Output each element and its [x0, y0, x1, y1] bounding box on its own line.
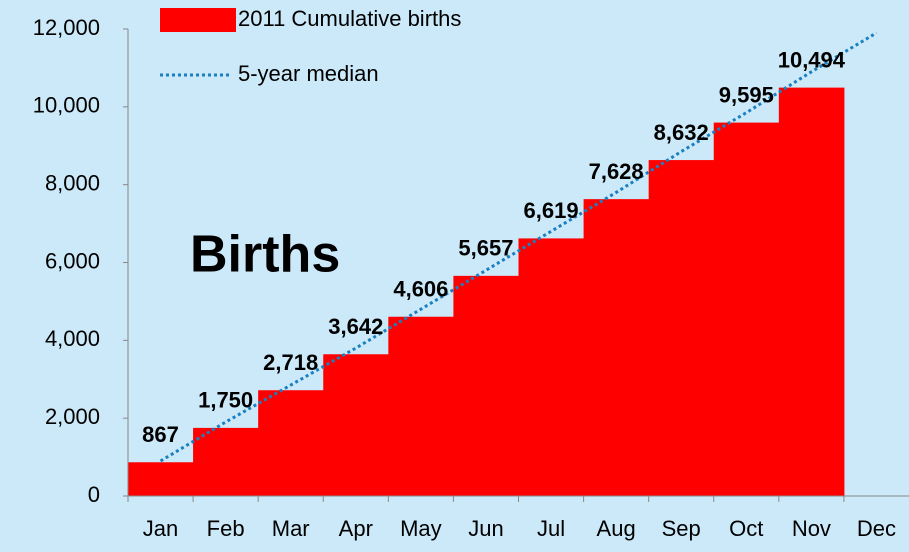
legend-swatch — [160, 8, 236, 32]
x-tick-label: Feb — [207, 516, 245, 541]
x-tick-label: Dec — [857, 516, 896, 541]
median-line — [159, 31, 878, 463]
x-tick-label: May — [400, 516, 442, 541]
bar — [453, 275, 519, 496]
y-tick-label: 2,000 — [45, 404, 100, 429]
bar — [323, 354, 389, 496]
y-tick-label: 8,000 — [45, 170, 100, 195]
x-tick-label: Aug — [597, 516, 636, 541]
value-label: 6,619 — [524, 198, 579, 223]
y-tick-label: 4,000 — [45, 326, 100, 351]
y-tick-label: 12,000 — [33, 15, 100, 40]
x-tick-label: Jul — [537, 516, 565, 541]
value-label: 8,632 — [654, 120, 709, 145]
legend-label: 5-year median — [238, 61, 379, 86]
x-tick-label: Jun — [468, 516, 503, 541]
value-label: 4,606 — [393, 277, 448, 302]
annotation: Births — [190, 226, 340, 284]
value-label: 3,642 — [328, 314, 383, 339]
bar — [713, 122, 780, 497]
legend-label: 2011 Cumulative births — [238, 6, 461, 31]
bar — [778, 87, 845, 497]
value-label: 1,750 — [198, 388, 253, 413]
value-label: 10,494 — [778, 47, 846, 72]
y-tick-label: 0 — [88, 482, 100, 507]
x-tick-label: Apr — [339, 516, 373, 541]
x-tick-label: Oct — [729, 516, 763, 541]
y-tick-label: 6,000 — [45, 248, 100, 273]
x-tick-label: Mar — [272, 516, 310, 541]
bar — [128, 462, 194, 496]
bar — [258, 390, 324, 496]
bar — [648, 160, 715, 496]
x-tick-label: Jan — [143, 516, 178, 541]
value-label: 5,657 — [458, 236, 513, 261]
value-label: 9,595 — [719, 82, 774, 107]
bar — [388, 316, 454, 496]
y-tick-label: 10,000 — [33, 93, 100, 118]
bar — [193, 427, 259, 496]
x-tick-label: Nov — [792, 516, 831, 541]
value-label: 7,628 — [589, 159, 644, 184]
value-label: 867 — [142, 422, 179, 447]
x-tick-label: Sep — [662, 516, 701, 541]
bar — [583, 199, 650, 496]
bar — [518, 238, 585, 496]
value-label: 2,718 — [263, 350, 318, 375]
